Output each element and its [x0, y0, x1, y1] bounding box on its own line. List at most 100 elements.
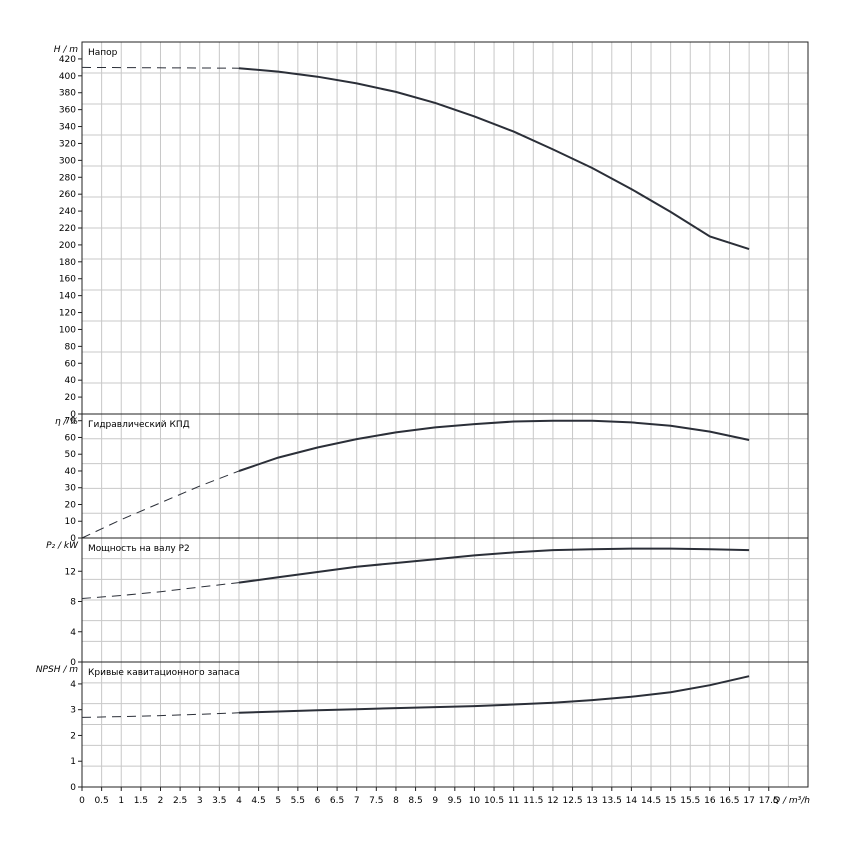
x-axis: 0 0.5 1 1.5 2 2.5 3 3.5 4 4.5 5 5.5 6 6.5 7 7.5 8 8.5 9 9.5…	[79, 787, 810, 806]
y-tick-label: 200	[59, 241, 76, 251]
x-tick-label: 17.5	[759, 796, 779, 806]
x-tick-label: 14	[626, 796, 638, 806]
y-axis-label: NPSH / m	[36, 665, 78, 675]
x-tick-label: 14.5	[641, 796, 661, 806]
x-tick-label: 15	[665, 796, 676, 806]
x-tick-label: 7.5	[369, 796, 383, 806]
curve-solid-segment	[238, 547, 750, 584]
panel-title: Кривые кавитационного запаса	[88, 668, 240, 678]
y-tick-label: 0	[70, 410, 76, 420]
panel-2: 0 10 20 30 40 50 60 70η / % Гидравлический КПД	[55, 413, 809, 544]
curve-solid-segment	[238, 67, 750, 251]
y-tick-label: 3	[70, 706, 76, 716]
x-tick-label: 4.5	[251, 796, 265, 806]
y-tick-label: 50	[65, 450, 77, 460]
y-tick-label: 340	[59, 123, 76, 133]
x-axis-label: Q / m³/h	[773, 796, 810, 806]
y-tick-label: 40	[65, 467, 77, 477]
panel-4: 0 1 2 3 4 NPSH / m Кривые кавитационного запас…	[36, 661, 809, 793]
y-tick-label: 4	[70, 628, 76, 638]
y-tick-label: 40	[65, 376, 77, 386]
y-tick-label: 380	[59, 89, 76, 99]
curve-dashed-segment	[81, 66, 240, 69]
x-tick-label: 12.5	[563, 796, 583, 806]
x-tick-label: 1	[118, 796, 124, 806]
x-tick-label: 0.5	[94, 796, 108, 806]
y-tick-label: 260	[59, 190, 76, 200]
x-tick-label: 1.5	[134, 796, 148, 806]
x-tick-label: 15.5	[680, 796, 700, 806]
x-tick-label: 3.5	[212, 796, 226, 806]
y-tick-label: 0	[70, 534, 76, 544]
y-tick-label: 60	[65, 359, 77, 369]
y-tick-label: 60	[65, 433, 77, 443]
y-tick-label: 0	[70, 783, 76, 793]
x-tick-label: 17	[743, 796, 754, 806]
y-tick-label: 280	[59, 173, 76, 183]
y-tick-label: 300	[59, 156, 76, 166]
x-tick-label: 11	[508, 796, 519, 806]
x-tick-label: 6	[315, 796, 321, 806]
y-axis-label: P₂ / kW	[46, 541, 79, 551]
x-tick-label: 10.5	[484, 796, 504, 806]
y-tick-label: 180	[59, 258, 76, 268]
panel-title: Гидравлический КПД	[88, 420, 190, 430]
y-tick-label: 140	[59, 292, 76, 302]
x-tick-label: 6.5	[330, 796, 344, 806]
y-tick-label: 20	[65, 393, 77, 403]
y-tick-label: 12	[65, 567, 76, 577]
panel-frame	[81, 661, 809, 788]
y-axis-label: η / %	[55, 417, 78, 427]
x-tick-label: 3	[197, 796, 203, 806]
x-tick-label: 5.5	[291, 796, 305, 806]
y-tick-label: 20	[65, 500, 77, 510]
x-tick-label: 12	[547, 796, 558, 806]
y-tick-label: 10	[65, 517, 77, 527]
y-tick-label: 70	[65, 417, 77, 427]
y-tick-label: 80	[65, 342, 77, 352]
x-tick-label: 16.5	[719, 796, 739, 806]
panel-3: 0 4 8 12 P₂ / kW Мощность на валу P2	[46, 537, 809, 668]
x-tick-label: 2	[158, 796, 164, 806]
x-tick-label: 4	[236, 796, 242, 806]
panel-frame	[81, 413, 809, 539]
x-tick-label: 11.5	[523, 796, 543, 806]
y-tick-label: 0	[70, 658, 76, 668]
y-tick-label: 4	[70, 680, 76, 690]
y-tick-label: 220	[59, 224, 76, 234]
x-tick-label: 9.5	[448, 796, 462, 806]
y-tick-label: 420	[59, 55, 76, 65]
panel-title: Напор	[88, 48, 118, 58]
y-tick-label: 2	[70, 731, 76, 741]
curve-dashed-segment	[81, 582, 240, 599]
y-tick-label: 1	[70, 757, 76, 767]
curve-dashed-segment	[81, 712, 240, 718]
y-tick-label: 240	[59, 207, 76, 217]
x-tick-label: 13.5	[602, 796, 622, 806]
y-tick-label: 400	[59, 72, 76, 82]
y-tick-label: 100	[59, 325, 76, 335]
y-tick-label: 360	[59, 106, 76, 116]
x-tick-label: 16	[704, 796, 716, 806]
y-tick-label: 320	[59, 139, 76, 149]
y-tick-label: 30	[65, 484, 77, 494]
y-tick-label: 160	[59, 275, 76, 285]
x-tick-label: 10	[469, 796, 481, 806]
panel-1: 0 20 40 60 80 100 120 140 160 180 200 220 240 260 280 3…	[54, 41, 809, 420]
x-tick-label: 0	[79, 796, 85, 806]
y-tick-label: 8	[70, 598, 76, 608]
x-tick-label: 5	[275, 796, 281, 806]
x-tick-label: 8	[393, 796, 399, 806]
x-tick-label: 8.5	[408, 796, 422, 806]
y-axis-label: H / m	[54, 45, 79, 55]
curve-solid-segment	[238, 675, 750, 714]
curve-solid-segment	[238, 419, 750, 472]
x-tick-label: 13	[586, 796, 597, 806]
x-tick-label: 9	[432, 796, 438, 806]
panel-title: Мощность на валу P2	[88, 544, 190, 554]
y-tick-label: 120	[59, 309, 76, 319]
curve-dashed-segment	[81, 470, 240, 539]
x-tick-label: 2.5	[173, 796, 187, 806]
